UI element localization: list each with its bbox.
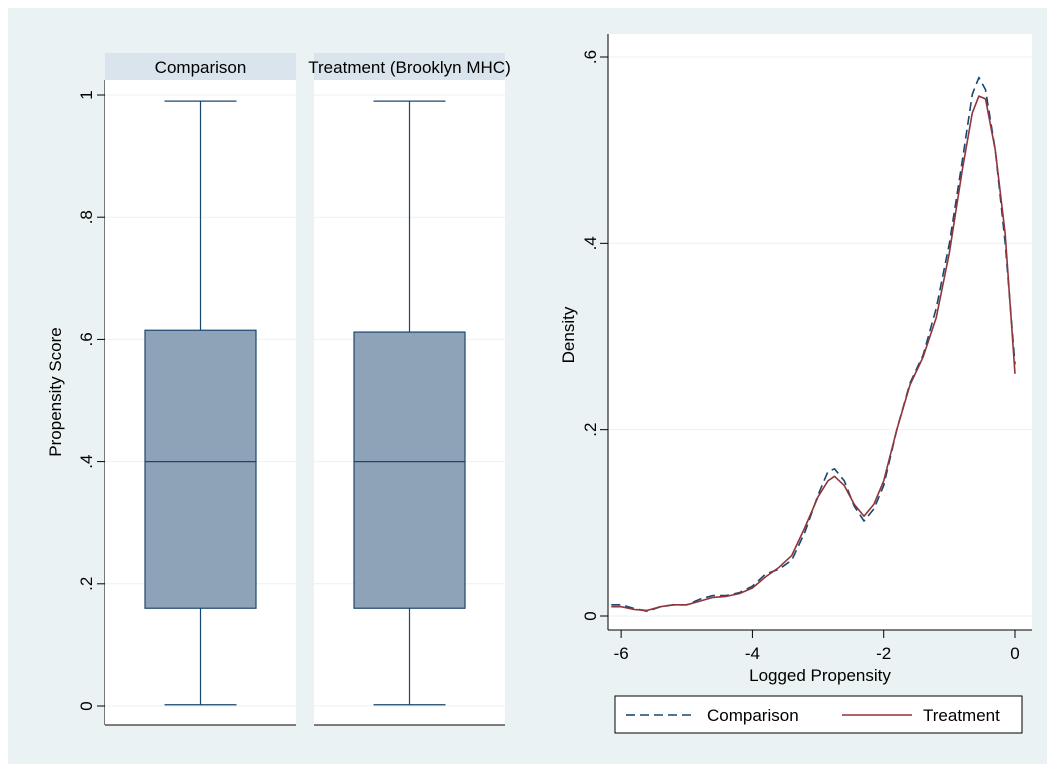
legend: Comparison Treatment — [614, 695, 1023, 734]
boxplot-y-tick-label: 1 — [77, 90, 96, 99]
boxplot-panel-title: Treatment (Brooklyn MHC) — [308, 58, 510, 77]
boxplot-y-tick-label: .6 — [77, 332, 96, 346]
boxplot-y-tick-label: .4 — [77, 455, 96, 469]
boxplot-chart: 0 .2 .4 .6 .8 1 Propensity Score Comparison Trea… — [46, 53, 511, 726]
density-chart: 0 .2 .4 .6 -6 -4 -2 0 Logged Propensity Density Co… — [559, 34, 1032, 734]
density-x-tick-label: -2 — [876, 644, 891, 663]
boxplot-y-tick-label: .8 — [77, 210, 96, 224]
iqr-box — [353, 331, 466, 609]
boxplot-y-axis-title: Propensity Score — [46, 327, 65, 456]
density-y-axis-title: Density — [559, 306, 578, 363]
boxplot-panel-title: Comparison — [155, 58, 247, 77]
density-x-axis-title: Logged Propensity — [749, 666, 891, 685]
iqr-box — [144, 329, 257, 609]
density-y-tick-label: .6 — [581, 50, 600, 64]
density-x-tick-label: 0 — [1010, 644, 1019, 663]
legend-label-treatment: Treatment — [923, 706, 1000, 725]
boxplot-y-tick-label: 0 — [77, 701, 96, 710]
density-series-line-treatment — [611, 95, 1016, 612]
density-y-tick-label: .4 — [581, 236, 600, 250]
boxplot-panel-header — [314, 53, 505, 80]
density-plot-area — [608, 34, 1032, 630]
legend-label-comparison: Comparison — [707, 706, 799, 725]
density-y-tick-label: .2 — [581, 423, 600, 437]
boxplot-panel-header — [105, 53, 296, 80]
boxplot-panel: Comparison — [105, 53, 296, 726]
density-x-tick-label: -6 — [614, 644, 629, 663]
boxplot-panel: Treatment (Brooklyn MHC) — [308, 53, 511, 726]
density-y-tick-label: 0 — [581, 611, 600, 620]
density-x-tick-label: -4 — [745, 644, 760, 663]
boxplot-y-tick-label: .2 — [77, 577, 96, 591]
